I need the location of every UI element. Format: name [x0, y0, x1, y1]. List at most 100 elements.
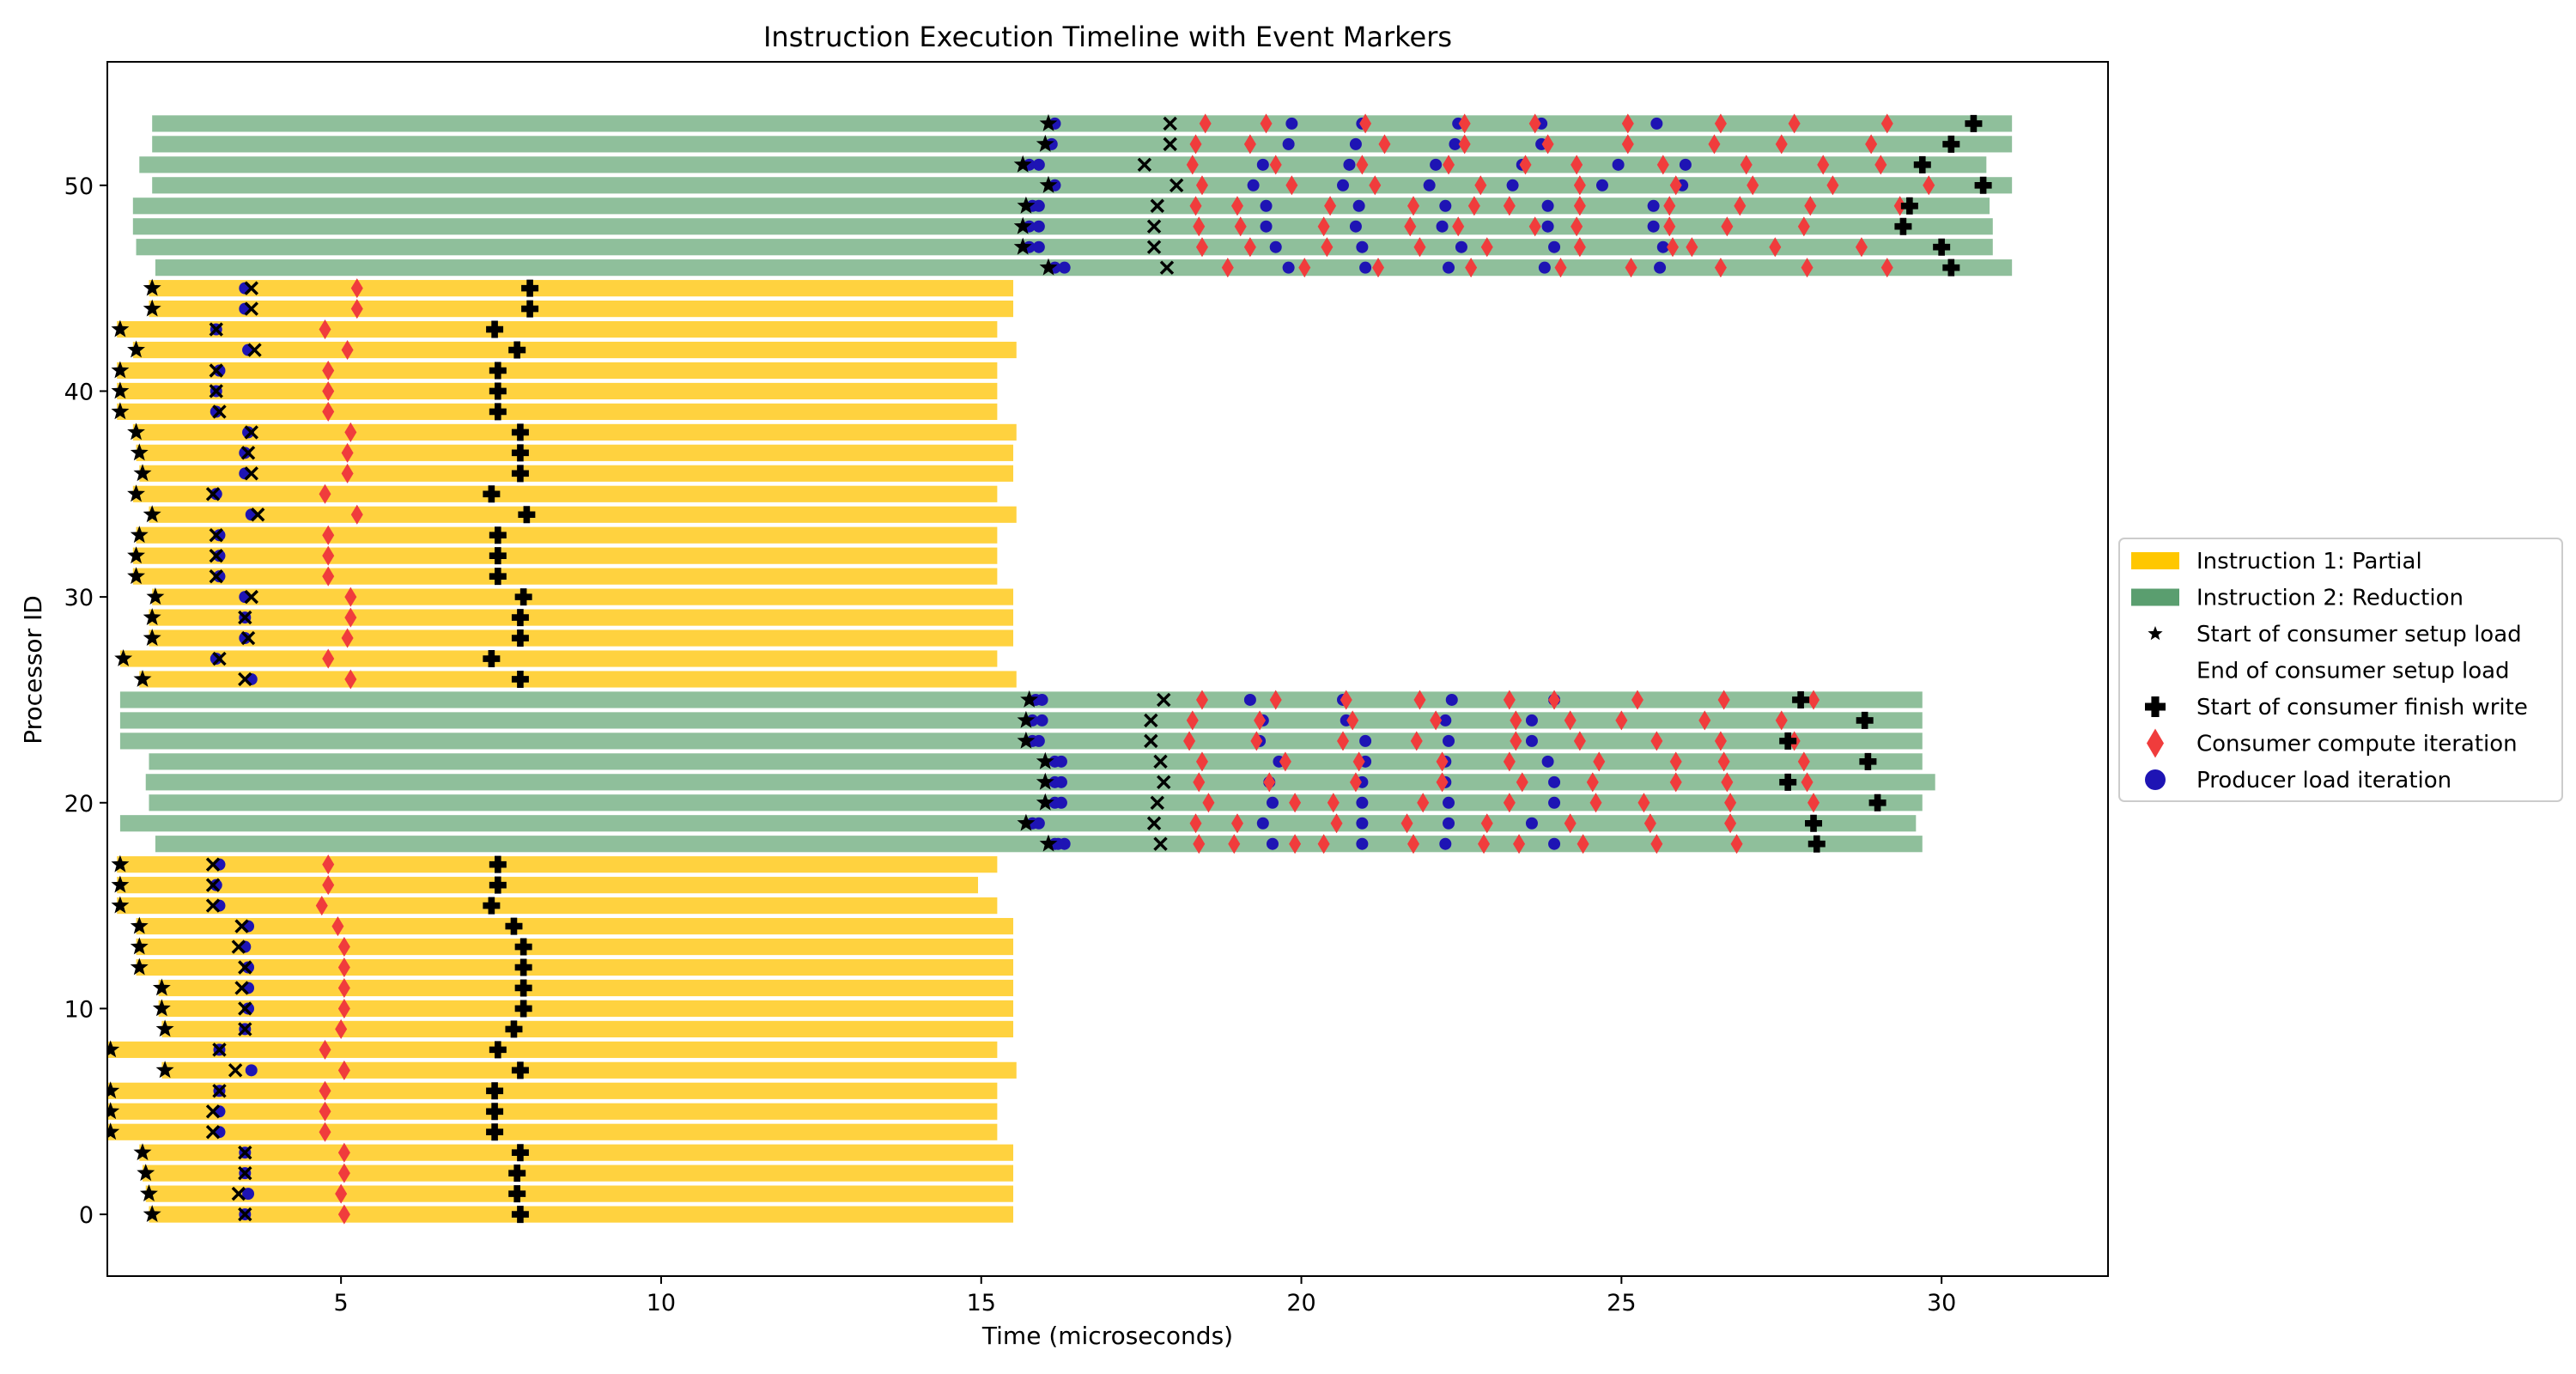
- producer-load-marker: [1256, 817, 1269, 830]
- setup-load-end-marker: [1153, 836, 1168, 851]
- compute-iteration-marker: [337, 958, 350, 978]
- partial-bar: [139, 1144, 1014, 1161]
- finish-write-start-marker: [511, 670, 529, 688]
- compute-iteration-marker: [1243, 237, 1256, 258]
- compute-iteration-marker: [1480, 237, 1493, 258]
- setup-load-end-marker: [1157, 692, 1171, 708]
- compute-iteration-marker: [1413, 237, 1426, 258]
- producer-load-marker: [1541, 199, 1554, 212]
- finish-write-start-marker: [511, 1061, 529, 1079]
- producer-load-marker: [1538, 261, 1551, 274]
- legend-label-diamond: Consumer compute iteration: [2196, 732, 2518, 757]
- setup-load-start-marker: [1017, 731, 1036, 749]
- compute-iteration-marker: [1615, 710, 1628, 731]
- setup-load-start-marker: [111, 402, 130, 420]
- compute-iteration-marker: [1554, 258, 1567, 278]
- finish-write-start-marker: [511, 465, 529, 483]
- compute-iteration-marker: [1254, 710, 1267, 731]
- setup-load-start-marker: [1013, 216, 1032, 234]
- legend-reduction-swatch: [2131, 588, 2179, 606]
- producer-load-marker: [1032, 220, 1045, 233]
- setup-load-end-marker: [212, 1084, 227, 1098]
- producer-load-marker: [210, 405, 222, 418]
- producer-load-marker: [1349, 220, 1362, 233]
- reduction-bar: [149, 794, 1923, 812]
- compute-iteration-marker: [344, 587, 357, 607]
- finish-write-start-marker: [514, 588, 532, 606]
- setup-load-start-marker: [1036, 793, 1054, 811]
- compute-iteration-marker: [1407, 196, 1420, 216]
- compute-iteration-marker: [1228, 834, 1241, 854]
- finish-write-start-marker: [486, 1082, 504, 1100]
- finish-write-start-marker: [514, 938, 532, 956]
- compute-iteration-marker: [1234, 216, 1247, 237]
- producer-load-marker: [239, 632, 252, 645]
- setup-load-start-marker: [155, 1061, 174, 1079]
- setup-load-start-marker: [1039, 113, 1058, 131]
- producer-load-marker: [210, 488, 222, 501]
- compute-iteration-marker: [1804, 196, 1817, 216]
- producer-load-marker: [242, 961, 255, 974]
- setup-load-start-marker: [111, 361, 130, 379]
- compute-iteration-marker: [1279, 751, 1291, 772]
- finish-write-start-marker: [1859, 752, 1877, 770]
- compute-iteration-marker: [1230, 813, 1243, 834]
- compute-iteration-marker: [1199, 113, 1212, 134]
- producer-load-marker: [1352, 199, 1365, 212]
- compute-iteration-marker: [337, 1142, 350, 1163]
- compute-iteration-marker: [322, 875, 335, 896]
- x-tick-label: 30: [1927, 1290, 1956, 1316]
- y-tick-label: 40: [64, 379, 94, 405]
- compute-iteration-marker: [350, 504, 363, 525]
- compute-iteration-marker: [319, 483, 331, 504]
- producer-load-marker: [1548, 240, 1561, 253]
- partial-bar: [149, 301, 1014, 318]
- producer-load-marker: [1343, 158, 1356, 171]
- compute-iteration-marker: [335, 1183, 348, 1204]
- legend-circle-icon: [2145, 769, 2166, 790]
- setup-load-start-marker: [140, 1184, 158, 1201]
- producer-load-marker: [1349, 137, 1362, 150]
- setup-load-end-marker: [205, 1125, 221, 1140]
- compute-iteration-marker: [1400, 813, 1413, 834]
- finish-write-start-marker: [1779, 773, 1797, 791]
- setup-load-end-marker: [234, 919, 249, 933]
- setup-load-end-marker: [231, 1186, 246, 1201]
- setup-load-start-marker: [152, 999, 171, 1017]
- compute-iteration-marker: [1221, 258, 1234, 278]
- compute-iteration-marker: [1503, 793, 1516, 813]
- compute-iteration-marker: [1510, 710, 1522, 731]
- compute-iteration-marker: [1202, 793, 1215, 813]
- setup-load-end-marker: [1146, 816, 1162, 830]
- legend-star-icon: [2148, 626, 2163, 641]
- compute-iteration-marker: [1183, 731, 1196, 751]
- compute-iteration-marker: [1593, 751, 1606, 772]
- task-bars: [107, 115, 2013, 1223]
- producer-load-marker: [1595, 179, 1608, 192]
- finish-write-start-marker: [1868, 793, 1886, 812]
- compute-iteration-marker: [1195, 237, 1208, 258]
- finish-write-start-marker: [489, 568, 507, 586]
- compute-iteration-marker: [1250, 731, 1263, 751]
- setup-load-start-marker: [1017, 813, 1036, 831]
- compute-iteration-marker: [1503, 196, 1516, 216]
- setup-load-end-marker: [238, 1022, 252, 1037]
- partial-bar: [117, 877, 979, 894]
- compute-iteration-marker: [1317, 216, 1330, 237]
- compute-iteration-marker: [1330, 813, 1343, 834]
- producer-load-marker: [1032, 240, 1045, 253]
- compute-iteration-marker: [1564, 710, 1577, 731]
- compute-iteration-marker: [1571, 155, 1583, 175]
- legend-label-x: End of consumer setup load: [2196, 659, 2510, 684]
- compute-iteration-marker: [315, 896, 328, 916]
- setup-load-start-marker: [1036, 772, 1054, 790]
- reduction-bar: [132, 198, 1990, 215]
- producer-load-marker: [1647, 199, 1660, 212]
- compute-iteration-marker: [1327, 793, 1340, 813]
- partial-bar: [136, 938, 1014, 956]
- setup-load-start-marker: [107, 1040, 120, 1058]
- reduction-bar: [119, 691, 1923, 708]
- finish-write-start-marker: [489, 362, 507, 380]
- finish-write-start-marker: [514, 1000, 532, 1018]
- producer-load-marker: [1455, 240, 1467, 253]
